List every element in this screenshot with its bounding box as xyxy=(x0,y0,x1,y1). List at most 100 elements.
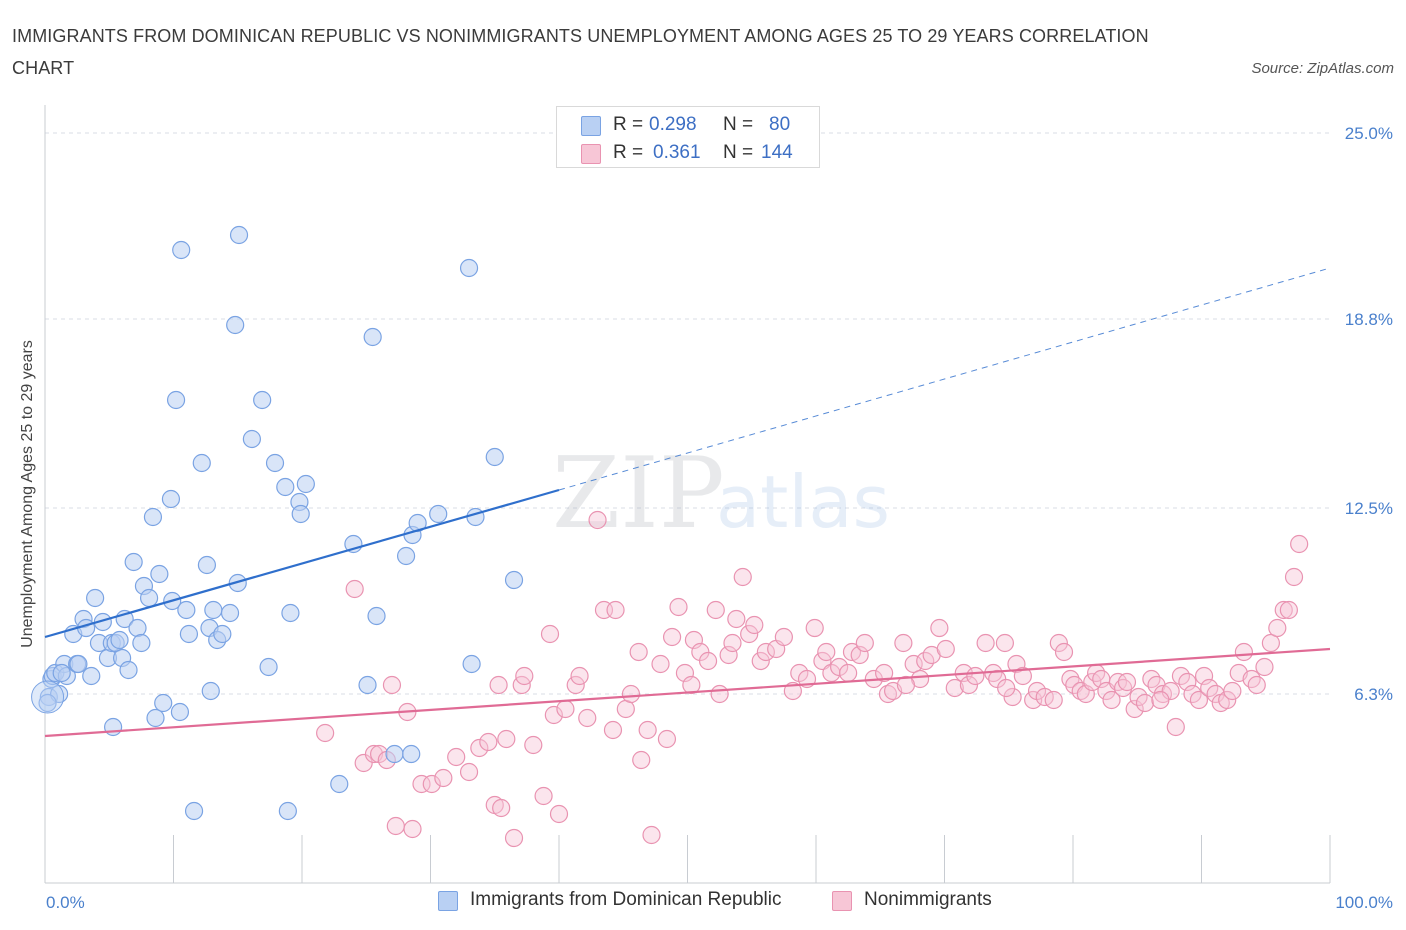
immigrant-point xyxy=(161,489,181,509)
nonimmigrant-point xyxy=(740,624,759,644)
nonimmigrant-point xyxy=(606,600,625,620)
immigrant-point xyxy=(229,225,249,245)
immigrant-point xyxy=(276,477,295,497)
nonimmigrant-point xyxy=(1166,717,1185,737)
nonimmigrant-point xyxy=(459,762,479,782)
nonimmigrant-point xyxy=(966,666,985,686)
immigrant-point xyxy=(396,546,416,566)
legend-n-value: 80 xyxy=(769,114,791,135)
nonimmigrant-point xyxy=(434,768,453,788)
nonimmigrant-point xyxy=(930,618,949,638)
nonimmigrant-point xyxy=(727,609,746,629)
nonimmigrant-point xyxy=(959,675,979,695)
immigrant-point xyxy=(281,603,300,623)
nonimmigrant-point xyxy=(997,678,1016,698)
y-tick-labels: 6.3% 12.5% 18.8% 25.0% xyxy=(1345,124,1393,704)
nonimmigrant-point xyxy=(896,675,916,695)
nonimmigrant-point xyxy=(756,642,775,662)
nonimmigrant-point xyxy=(936,639,955,659)
nonimmigrant-point xyxy=(578,708,597,728)
nonimmigrant-point xyxy=(534,786,553,806)
nonimmigrant-point xyxy=(1117,672,1137,692)
nonimmigrant-point xyxy=(642,825,661,845)
watermark: ZIP atlas xyxy=(552,437,890,551)
nonimmigrants-trend-line xyxy=(44,647,1331,738)
x-tick-label: 100.0% xyxy=(1335,893,1393,912)
legend-n-label: N = xyxy=(723,114,754,135)
nonimmigrant-point xyxy=(629,642,648,662)
immigrant-point xyxy=(259,657,278,677)
nonimmigrant-point xyxy=(540,624,560,644)
immigrant-point xyxy=(110,630,129,650)
y-axis-label: Unemployment Among Ages 25 to 29 years xyxy=(19,340,36,648)
gridlines xyxy=(45,132,1330,695)
nonimmigrant-point xyxy=(1161,681,1180,701)
nonimmigrant-point xyxy=(1194,666,1214,686)
immigrant-point xyxy=(146,708,165,728)
immigrant-point xyxy=(172,240,191,260)
nonimmigrant-point xyxy=(1178,672,1197,692)
immigrant-point xyxy=(179,624,199,644)
nonimmigrants-points xyxy=(316,510,1309,848)
immigrant-point xyxy=(265,453,285,473)
nonimmigrant-point xyxy=(706,600,725,620)
series-legend-label: Nonimmigrants xyxy=(864,889,992,910)
y-tick-label: 6.3% xyxy=(1354,685,1393,704)
chart-title: IMMIGRANTS FROM DOMINICAN REPUBLIC VS NO… xyxy=(12,26,1149,78)
immigrant-point xyxy=(82,666,101,686)
nonimmigrant-point xyxy=(422,774,441,794)
nonimmigrant-point xyxy=(403,819,422,839)
immigrant-point xyxy=(226,315,245,335)
immigrant-point xyxy=(201,681,220,701)
nonimmigrant-point xyxy=(447,747,466,767)
nonimmigrant-point xyxy=(894,633,913,653)
blue-swatch-icon xyxy=(581,116,601,136)
series-legend-label: Immigrants from Dominican Republic xyxy=(470,889,782,910)
nonimmigrant-point xyxy=(504,828,524,848)
immigrant-point xyxy=(462,654,481,674)
nonimmigrant-point xyxy=(839,663,858,683)
nonimmigrant-point xyxy=(1218,690,1237,710)
nonimmigrant-point xyxy=(1125,699,1144,719)
immigrant-point xyxy=(253,390,272,410)
nonimmigrant-point xyxy=(492,798,511,818)
immigrant-point xyxy=(184,801,204,821)
nonimmigrant-point xyxy=(632,750,651,770)
nonimmigrant-point xyxy=(1142,669,1161,689)
immigrant-point xyxy=(192,453,211,473)
nonimmigrant-point xyxy=(1279,600,1298,620)
immigrant-point xyxy=(278,801,297,821)
nonimmigrant-point xyxy=(1255,657,1274,677)
nonimmigrant-point xyxy=(651,654,670,674)
source-note: Source: ZipAtlas.com xyxy=(1251,60,1394,77)
blue-swatch-icon xyxy=(438,891,458,911)
nonimmigrant-point xyxy=(412,774,431,794)
nonimmigrant-point xyxy=(354,753,373,773)
nonimmigrant-point xyxy=(698,651,718,671)
immigrants-trend-line xyxy=(44,488,560,639)
nonimmigrant-point xyxy=(719,645,738,665)
nonimmigrant-point xyxy=(588,510,607,530)
nonimmigrant-point xyxy=(682,675,701,695)
immigrant-point xyxy=(139,588,159,608)
immigrant-point xyxy=(363,327,382,347)
nonimmigrant-point xyxy=(1274,600,1293,620)
immigrant-point-cluster xyxy=(31,680,65,714)
y-tick-label: 25.0% xyxy=(1345,124,1393,143)
nonimmigrant-point xyxy=(875,663,894,683)
nonimmigrant-point xyxy=(1189,690,1209,710)
nonimmigrant-point xyxy=(524,735,543,755)
nonimmigrant-point xyxy=(855,633,874,653)
immigrant-point xyxy=(128,618,147,638)
nonimmigrant-point xyxy=(489,675,508,695)
immigrant-point xyxy=(170,702,190,722)
nonimmigrant-point xyxy=(976,633,995,653)
nonimmigrant-point xyxy=(669,597,688,617)
nonimmigrant-point xyxy=(382,675,402,695)
nonimmigrant-point xyxy=(745,615,764,635)
nonimmigrant-point xyxy=(878,684,898,704)
immigrants-points xyxy=(31,225,524,821)
immigrant-point xyxy=(132,633,151,653)
correlation-legend: R = 0.298 N = 80 R = 0.361 N = 144 xyxy=(556,106,820,168)
